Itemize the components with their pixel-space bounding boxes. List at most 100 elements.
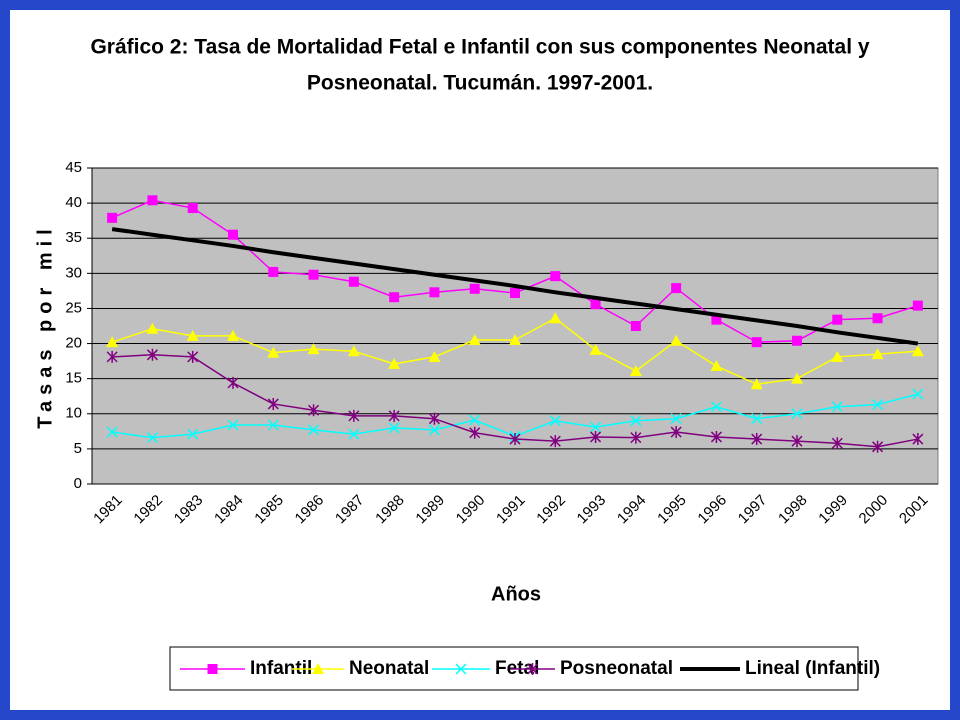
marker bbox=[107, 212, 118, 223]
marker bbox=[146, 432, 158, 444]
marker bbox=[389, 292, 400, 303]
marker bbox=[469, 283, 480, 294]
y-tick-label: 25 bbox=[65, 299, 82, 316]
y-tick-label: 45 bbox=[65, 159, 82, 176]
marker bbox=[307, 343, 320, 355]
marker bbox=[912, 300, 923, 311]
marker bbox=[308, 269, 319, 280]
marker bbox=[710, 401, 722, 413]
legend-label: Infantil bbox=[250, 658, 312, 679]
marker bbox=[388, 422, 400, 434]
chart-title: Gráfico 2: Tasa de Mortalidad Fetal e In… bbox=[90, 36, 869, 59]
marker bbox=[509, 433, 521, 446]
marker bbox=[831, 401, 843, 413]
marker bbox=[469, 414, 481, 426]
marker bbox=[388, 409, 400, 422]
marker bbox=[469, 426, 481, 439]
marker bbox=[791, 435, 803, 448]
marker bbox=[629, 364, 642, 376]
marker bbox=[872, 313, 883, 324]
marker bbox=[549, 312, 562, 324]
y-axis-label: Tasas por mil bbox=[34, 223, 56, 428]
marker bbox=[590, 299, 601, 310]
marker bbox=[348, 276, 359, 287]
marker bbox=[750, 378, 763, 390]
marker bbox=[428, 350, 441, 362]
marker bbox=[510, 287, 520, 298]
y-tick-label: 15 bbox=[65, 370, 82, 387]
marker bbox=[550, 271, 561, 282]
y-tick-label: 0 bbox=[74, 475, 82, 492]
marker bbox=[146, 322, 159, 334]
marker bbox=[106, 426, 118, 438]
marker bbox=[831, 350, 844, 362]
marker bbox=[751, 337, 762, 348]
y-tick-label: 10 bbox=[65, 405, 82, 422]
marker bbox=[388, 357, 401, 369]
marker bbox=[509, 334, 521, 346]
marker bbox=[671, 283, 682, 294]
y-tick-label: 40 bbox=[65, 194, 82, 211]
legend-label: Neonatal bbox=[349, 658, 429, 679]
marker bbox=[630, 431, 642, 444]
marker bbox=[187, 428, 199, 440]
marker bbox=[872, 440, 884, 453]
marker bbox=[710, 360, 723, 372]
marker bbox=[468, 334, 481, 346]
marker bbox=[228, 229, 238, 240]
marker bbox=[267, 346, 280, 358]
y-tick-label: 35 bbox=[65, 229, 82, 246]
legend-label: Lineal (Infantil) bbox=[745, 658, 880, 679]
marker bbox=[630, 415, 642, 427]
marker bbox=[455, 663, 467, 675]
marker bbox=[549, 435, 561, 448]
marker bbox=[751, 433, 763, 446]
marker bbox=[526, 663, 539, 675]
marker bbox=[670, 426, 682, 439]
marker bbox=[428, 424, 440, 436]
marker bbox=[831, 437, 843, 450]
y-tick-label: 5 bbox=[74, 440, 82, 457]
x-axis-label: Años bbox=[491, 583, 541, 605]
series-line bbox=[111, 227, 919, 346]
marker bbox=[267, 397, 279, 410]
marker bbox=[590, 421, 602, 433]
marker bbox=[308, 424, 320, 436]
y-tick-label: 20 bbox=[65, 335, 82, 352]
marker bbox=[267, 419, 279, 431]
chart-title: Posneonatal. Tucumán. 1997-2001. bbox=[307, 72, 653, 95]
marker bbox=[268, 266, 279, 277]
marker bbox=[911, 345, 924, 357]
marker bbox=[549, 415, 561, 427]
legend-label: Posneonatal bbox=[560, 658, 673, 679]
marker bbox=[670, 334, 683, 346]
marker bbox=[308, 404, 320, 417]
marker bbox=[710, 430, 722, 443]
marker bbox=[186, 329, 199, 341]
marker bbox=[147, 195, 158, 206]
marker bbox=[146, 348, 158, 361]
marker bbox=[428, 412, 440, 425]
marker bbox=[429, 287, 440, 298]
marker bbox=[589, 343, 602, 355]
marker bbox=[187, 350, 199, 363]
marker bbox=[187, 203, 198, 214]
marker bbox=[207, 664, 218, 674]
marker bbox=[630, 321, 641, 331]
marker bbox=[912, 388, 924, 400]
marker bbox=[227, 419, 239, 431]
marker bbox=[711, 314, 722, 325]
marker bbox=[348, 409, 360, 422]
marker bbox=[227, 329, 239, 341]
marker bbox=[872, 399, 884, 411]
marker bbox=[227, 376, 239, 389]
marker bbox=[347, 345, 360, 357]
marker bbox=[106, 350, 118, 363]
marker bbox=[312, 663, 324, 674]
marker bbox=[348, 428, 360, 440]
marker bbox=[751, 413, 763, 425]
marker bbox=[106, 336, 119, 348]
marker bbox=[590, 430, 602, 443]
marker bbox=[792, 335, 802, 346]
